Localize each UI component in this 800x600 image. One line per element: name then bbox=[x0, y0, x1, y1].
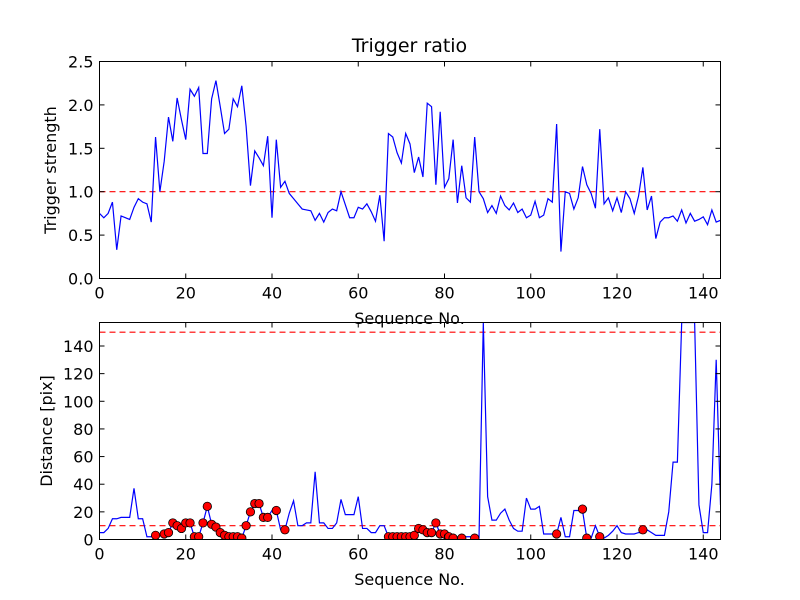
bottom-ytick-label: 100 bbox=[63, 392, 94, 411]
bottom-xtick-label: 80 bbox=[434, 545, 454, 564]
top-ytick-label: 2.5 bbox=[68, 53, 93, 72]
top-chart: Trigger ratio 0 20 40 60 80 100 120 140 0.0 0.5 1.… bbox=[41, 35, 721, 328]
bottom-ytick-label: 140 bbox=[63, 337, 94, 356]
top-ytick-label: 1.0 bbox=[68, 183, 93, 202]
top-chart-frame bbox=[99, 61, 721, 279]
top-xtick-label: 20 bbox=[176, 284, 196, 303]
top-chart-axes: 0 20 40 60 80 100 120 140 0.0 0.5 1.0 1.5 2.0 2.5 bbox=[68, 53, 721, 303]
top-series-line bbox=[99, 80, 721, 252]
bottom-series-line bbox=[99, 322, 721, 539]
bottom-ytick-label: 80 bbox=[73, 420, 93, 439]
bottom-marker-point bbox=[577, 504, 588, 514]
bottom-marker-point bbox=[638, 525, 648, 535]
bottom-marker-point bbox=[185, 518, 195, 528]
top-chart-xlabel: Sequence No. bbox=[354, 309, 465, 328]
top-xtick-label: 140 bbox=[688, 284, 719, 303]
bottom-marker-point bbox=[198, 518, 208, 528]
bottom-ytick-label: 40 bbox=[73, 475, 93, 494]
top-plot-area bbox=[99, 80, 721, 252]
bottom-marker-point bbox=[194, 532, 204, 540]
bottom-marker-point bbox=[582, 533, 592, 540]
bottom-ytick-label: 20 bbox=[73, 503, 93, 522]
bottom-marker-point bbox=[448, 533, 458, 540]
bottom-marker-point bbox=[470, 533, 480, 540]
bottom-marker-point bbox=[202, 501, 212, 511]
bottom-chart-axes: 0 20 40 60 80 100 120 140 0 20 40 60 80 100 120 140 bbox=[63, 322, 721, 564]
bottom-ytick-label: 0 bbox=[83, 531, 93, 550]
bottom-marker-point bbox=[280, 525, 290, 535]
bottom-xtick-label: 140 bbox=[688, 545, 719, 564]
bottom-marker-point bbox=[409, 530, 419, 540]
bottom-marker-point bbox=[237, 533, 247, 540]
bottom-marker-point bbox=[431, 518, 441, 528]
top-chart-ylabel: Trigger strength bbox=[41, 106, 60, 235]
top-xtick-label: 100 bbox=[515, 284, 546, 303]
bottom-marker-point bbox=[457, 533, 467, 540]
bottom-marker-point bbox=[245, 507, 256, 517]
bottom-chart-frame bbox=[99, 322, 721, 540]
bottom-chart: 0 20 40 60 80 100 120 140 0 20 40 60 80 100 120 140 Seq… bbox=[37, 322, 721, 589]
bottom-xtick-label: 0 bbox=[94, 545, 104, 564]
bottom-chart-xlabel: Sequence No. bbox=[354, 570, 465, 589]
top-ytick-label: 1.5 bbox=[68, 139, 93, 158]
bottom-xtick-label: 20 bbox=[176, 545, 196, 564]
bottom-xtick-label: 100 bbox=[515, 545, 546, 564]
bottom-marker-point bbox=[241, 521, 251, 531]
bottom-plot-area bbox=[99, 322, 721, 540]
bottom-marker-point bbox=[254, 498, 264, 509]
bottom-chart-marks bbox=[99, 322, 721, 540]
top-chart-marks bbox=[99, 80, 721, 252]
top-xtick-label: 80 bbox=[434, 284, 454, 303]
bottom-marker-point bbox=[150, 530, 161, 540]
bottom-chart-ylabel: Distance [pix] bbox=[37, 375, 56, 487]
top-xtick-label: 60 bbox=[348, 284, 368, 303]
bottom-xtick-label: 120 bbox=[602, 545, 633, 564]
top-xtick-label: 120 bbox=[602, 284, 633, 303]
bottom-ytick-label: 60 bbox=[73, 448, 93, 467]
bottom-marker-point bbox=[163, 527, 174, 538]
bottom-marker-point bbox=[426, 527, 437, 538]
bottom-xtick-label: 60 bbox=[348, 545, 368, 564]
bottom-marker-point bbox=[552, 529, 562, 539]
bottom-xtick-label: 40 bbox=[262, 545, 282, 564]
top-chart-title: Trigger ratio bbox=[351, 35, 467, 57]
bottom-marker-point bbox=[263, 512, 273, 522]
top-xtick-label: 0 bbox=[94, 284, 104, 303]
top-ytick-label: 2.0 bbox=[68, 96, 93, 115]
bottom-ytick-label: 120 bbox=[63, 365, 94, 384]
bottom-marker-point bbox=[595, 532, 605, 540]
top-xtick-label: 40 bbox=[262, 284, 282, 303]
top-ytick-label: 0.5 bbox=[68, 226, 93, 245]
top-ytick-label: 0.0 bbox=[68, 270, 93, 289]
bottom-marker-point bbox=[271, 505, 281, 516]
